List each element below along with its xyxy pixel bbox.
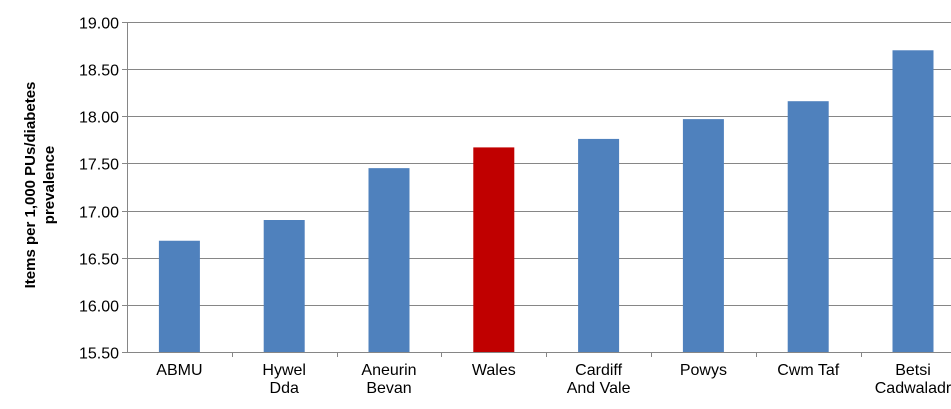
x-category-label: Hywel Dda <box>262 362 306 397</box>
bar <box>473 147 515 352</box>
y-tick-label: 18.00 <box>79 110 119 127</box>
bar <box>368 168 410 352</box>
y-tick-label: 17.50 <box>79 157 119 174</box>
bar <box>787 101 829 352</box>
bar <box>263 220 305 352</box>
bar <box>682 119 724 352</box>
axes <box>127 22 951 357</box>
y-axis-title-line-2: prevalence <box>41 146 58 224</box>
y-tick-label: 16.00 <box>79 299 119 316</box>
x-category-label: Cardiff And Vale <box>567 362 631 397</box>
x-category-label: Cwm Taf <box>777 362 839 379</box>
x-category-label: Wales <box>472 362 516 379</box>
y-axis-title: Items per 1,000 PUs/diabetes prevalence <box>22 82 58 289</box>
x-category-label: ABMU <box>156 362 202 379</box>
bar <box>578 138 620 352</box>
y-tick-label: 16.50 <box>79 252 119 269</box>
x-category-label: Aneurin Bevan <box>361 362 416 397</box>
y-axis-ticks: 15.50 16.00 16.50 17.00 17.50 18.00 18.50 19.00 <box>79 16 127 363</box>
x-category-label: Powys <box>680 362 727 379</box>
y-tick-label: 15.50 <box>79 346 119 363</box>
bar <box>158 240 200 352</box>
x-category-label: Betsi Cadwaladr <box>875 362 951 397</box>
x-axis-labels: ABMU Hywel Dda Aneurin Bevan Wales Cardiff And … <box>156 362 951 397</box>
bars <box>158 50 934 353</box>
y-tick-label: 17.00 <box>79 205 119 222</box>
y-tick-label: 18.50 <box>79 63 119 80</box>
y-axis-title-line-1: Items per 1,000 PUs/diabetes <box>22 82 39 289</box>
bar <box>892 50 934 353</box>
y-tick-label: 19.00 <box>79 16 119 33</box>
